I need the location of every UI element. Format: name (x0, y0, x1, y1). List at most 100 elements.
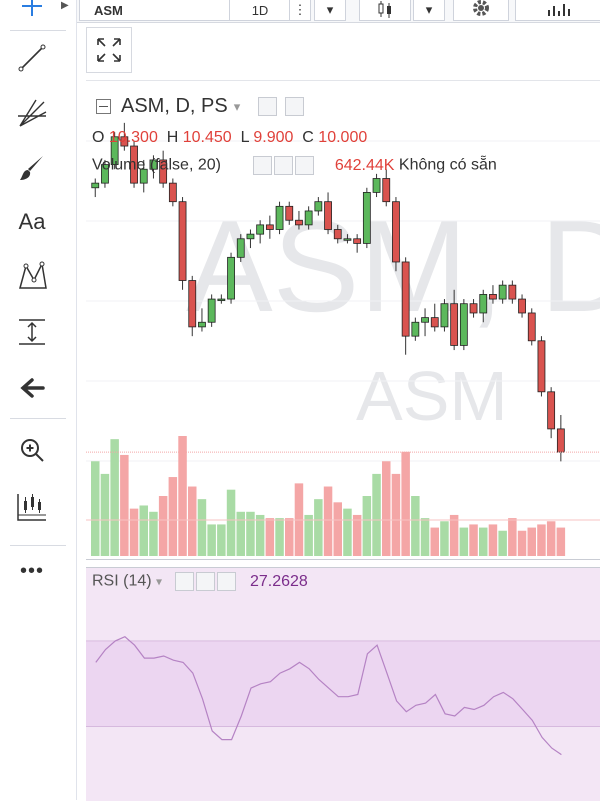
open-value: 10.300 (108, 129, 158, 146)
zoom-in-icon[interactable] (12, 430, 52, 470)
separator (10, 545, 66, 546)
candle (392, 197, 400, 272)
open-label: O (92, 129, 105, 146)
candle (518, 294, 526, 318)
volume-bar (110, 439, 119, 556)
more-icon[interactable]: ••• (19, 559, 44, 582)
indicators-icon[interactable] (515, 0, 600, 21)
volume-bar (469, 524, 478, 556)
candle (382, 169, 391, 207)
candle (159, 150, 168, 188)
close-icon[interactable] (295, 156, 315, 175)
volume-legend: Volume (false, 20) 642.44K Không có sẵn (92, 156, 497, 175)
volume-bar (498, 530, 507, 556)
candle (91, 178, 100, 198)
volume-bar (333, 502, 342, 556)
volume-label: Volume (false, 20) (92, 156, 221, 174)
volume-bar (197, 499, 207, 556)
gear-icon[interactable] (453, 0, 509, 21)
volume-bar (246, 511, 255, 556)
watermark-symbol-small: ASM (356, 357, 508, 435)
volume-bar (158, 496, 168, 556)
candle (256, 220, 265, 244)
volume-bar (149, 511, 158, 556)
candle (430, 303, 439, 332)
candle (479, 289, 488, 323)
candle (527, 308, 536, 346)
high-label: H (166, 129, 179, 146)
rsi-label: RSI (14) (92, 572, 152, 590)
volume-bar (139, 505, 148, 556)
volume-bar (449, 514, 459, 556)
chart-title: ASM, D, PS (121, 95, 228, 117)
rsi-dropdown-icon[interactable]: ▾ (156, 574, 163, 589)
volume-bar (314, 499, 323, 556)
volume-bar (255, 514, 265, 556)
fullscreen-icon[interactable] (86, 27, 132, 73)
candle (314, 197, 323, 216)
text-tool-icon[interactable]: Aa (18, 209, 46, 234)
low-value: 9.900 (253, 129, 294, 146)
back-arrow-icon[interactable] (12, 368, 52, 408)
volume-bar (459, 527, 469, 556)
measure-icon[interactable] (12, 312, 52, 352)
volume-bar (343, 508, 352, 556)
candle (236, 234, 245, 262)
candle (508, 280, 517, 304)
settings-icon[interactable] (274, 156, 294, 175)
volume-bar (168, 477, 178, 556)
candle (246, 229, 255, 249)
candle (362, 187, 371, 249)
brush-icon[interactable] (12, 148, 52, 188)
close-value: 10.000 (318, 129, 368, 146)
drawing-toolbar: ▶ Aa ••• (0, 0, 77, 800)
symbol-search-button[interactable]: ASM (79, 0, 240, 21)
pattern-icon[interactable] (12, 256, 52, 296)
interval-dropdown-icon[interactable]: ⋮ (289, 0, 311, 21)
settings-icon[interactable] (285, 97, 305, 116)
candle (324, 192, 332, 235)
volume-bar (517, 530, 527, 556)
chart-title-legend: ASM, D, PS ▾ (96, 95, 306, 118)
candle (489, 285, 497, 304)
eye-icon[interactable] (253, 156, 273, 175)
volume-value: 642.44K (334, 156, 395, 174)
volume-note: Không có sẵn (398, 156, 497, 174)
candle (227, 252, 235, 304)
candle (411, 317, 420, 341)
candle (537, 336, 546, 397)
price-chart-pane[interactable]: ASM, D ASM (86, 80, 600, 560)
crosshair-icon[interactable] (12, 0, 52, 26)
ruler-chart-icon[interactable] (12, 487, 52, 527)
rsi-pane[interactable] (86, 567, 600, 801)
rsi-line (95, 635, 562, 756)
trend-line-icon[interactable] (12, 38, 52, 78)
dropdown-icon[interactable]: ▾ (314, 0, 346, 21)
candle (421, 308, 429, 337)
collapse-arrow-icon[interactable]: ▶ (61, 0, 69, 11)
candle (353, 234, 362, 253)
volume-bar (352, 514, 362, 556)
volume-bar (372, 473, 381, 556)
rsi-legend: RSI (14) ▾ 27.2628 (92, 572, 308, 591)
volume-bar (401, 451, 410, 556)
collapse-icon[interactable] (96, 99, 111, 114)
eye-icon[interactable] (258, 97, 278, 116)
candle (333, 224, 342, 244)
settings-icon[interactable] (195, 572, 215, 591)
interval-button[interactable]: 1D (229, 0, 291, 21)
eye-icon[interactable] (174, 572, 194, 591)
title-dropdown-icon[interactable]: ▾ (233, 98, 241, 114)
volume-bar (556, 527, 566, 556)
fib-retracement-icon[interactable] (12, 92, 52, 132)
candle (101, 159, 109, 188)
volume-bar (120, 454, 129, 556)
candle-style-icon[interactable] (359, 0, 411, 21)
candle (285, 201, 294, 225)
candlestick-chart (86, 122, 600, 556)
chart-type-dropdown-icon[interactable]: ▾ (413, 0, 445, 21)
rsi-value: 27.2628 (249, 572, 308, 590)
volume-bar (265, 518, 275, 556)
close-icon[interactable] (216, 572, 236, 591)
volume-bar (537, 524, 546, 556)
